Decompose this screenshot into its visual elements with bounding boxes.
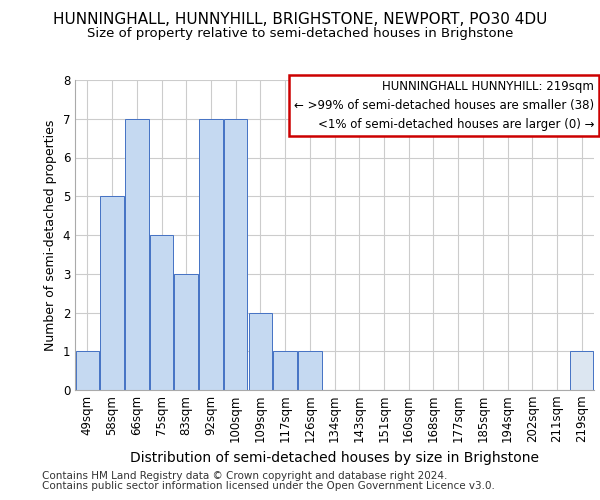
X-axis label: Distribution of semi-detached houses by size in Brighstone: Distribution of semi-detached houses by … xyxy=(130,451,539,465)
Bar xyxy=(76,351,99,390)
Bar xyxy=(199,118,223,390)
Bar xyxy=(100,196,124,390)
Text: HUNNINGHALL HUNNYHILL: 219sqm
← >99% of semi-detached houses are smaller (38)
<1: HUNNINGHALL HUNNYHILL: 219sqm ← >99% of … xyxy=(294,80,594,131)
Text: Size of property relative to semi-detached houses in Brighstone: Size of property relative to semi-detach… xyxy=(87,28,513,40)
Text: Contains public sector information licensed under the Open Government Licence v3: Contains public sector information licen… xyxy=(42,481,495,491)
Bar xyxy=(175,274,198,390)
Bar xyxy=(125,118,149,390)
Bar xyxy=(298,351,322,390)
Bar xyxy=(274,351,297,390)
Text: HUNNINGHALL, HUNNYHILL, BRIGHSTONE, NEWPORT, PO30 4DU: HUNNINGHALL, HUNNYHILL, BRIGHSTONE, NEWP… xyxy=(53,12,547,28)
Bar xyxy=(570,351,593,390)
Y-axis label: Number of semi-detached properties: Number of semi-detached properties xyxy=(44,120,57,350)
Text: Contains HM Land Registry data © Crown copyright and database right 2024.: Contains HM Land Registry data © Crown c… xyxy=(42,471,448,481)
Bar xyxy=(248,312,272,390)
Bar xyxy=(150,235,173,390)
Bar xyxy=(224,118,247,390)
